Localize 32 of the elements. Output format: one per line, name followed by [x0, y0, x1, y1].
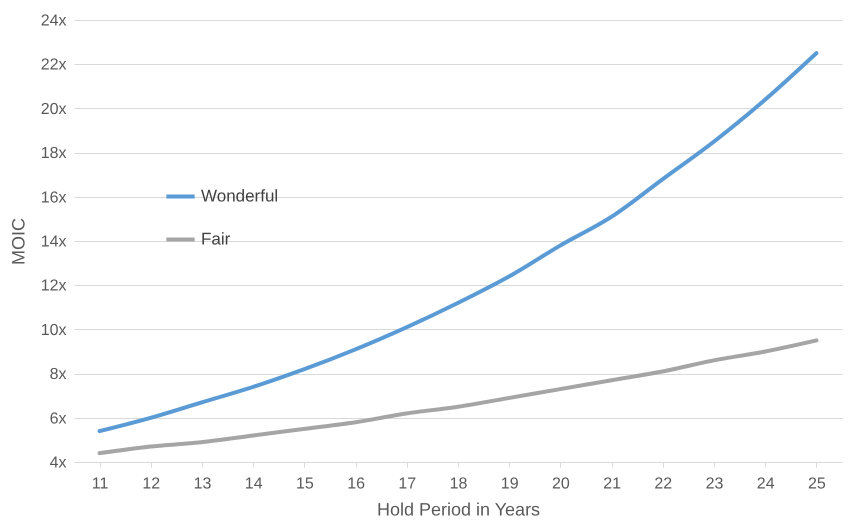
- x-tick-label: 11: [92, 476, 109, 492]
- y-tick-label: 14x: [40, 234, 66, 250]
- x-tick-label: 16: [347, 476, 366, 492]
- x-tick-label: 23: [706, 476, 724, 492]
- y-tick-label: 4x: [50, 454, 66, 472]
- x-tick-label: 21: [603, 476, 622, 492]
- x-axis-title: Hold Period in Years: [376, 500, 540, 520]
- y-tick-label: 8x: [50, 366, 66, 384]
- y-tick-label: 12x: [40, 278, 66, 295]
- x-tick-label: 25: [808, 476, 826, 492]
- x-tick-label: 14: [244, 476, 263, 492]
- x-tick-label: 17: [398, 476, 416, 492]
- x-tick-label: 12: [142, 476, 160, 492]
- y-tick-label: 10x: [40, 322, 66, 339]
- line-series: [98, 338, 818, 456]
- y-tick-label: 22x: [40, 56, 66, 74]
- x-tick-label: 19: [500, 476, 519, 492]
- y-tick-label: 24x: [40, 12, 66, 30]
- legend-label: Fair: [201, 230, 231, 248]
- line-series: [98, 51, 818, 434]
- x-tick-label: 24: [756, 476, 775, 492]
- y-tick-label: 20x: [40, 100, 66, 118]
- y-tick-label: 6x: [50, 410, 66, 428]
- legend-label: Wonderful: [201, 186, 278, 206]
- x-tick-label: 15: [296, 476, 314, 492]
- y-axis-title: MOIC: [8, 218, 29, 265]
- y-tick-label: 16x: [40, 189, 66, 206]
- x-tick-label: 13: [194, 476, 212, 492]
- y-tick-label: 18x: [40, 145, 66, 162]
- x-tick-label: 20: [552, 476, 570, 492]
- x-tick-label: 18: [450, 476, 468, 492]
- x-tick-label: 22: [654, 476, 672, 492]
